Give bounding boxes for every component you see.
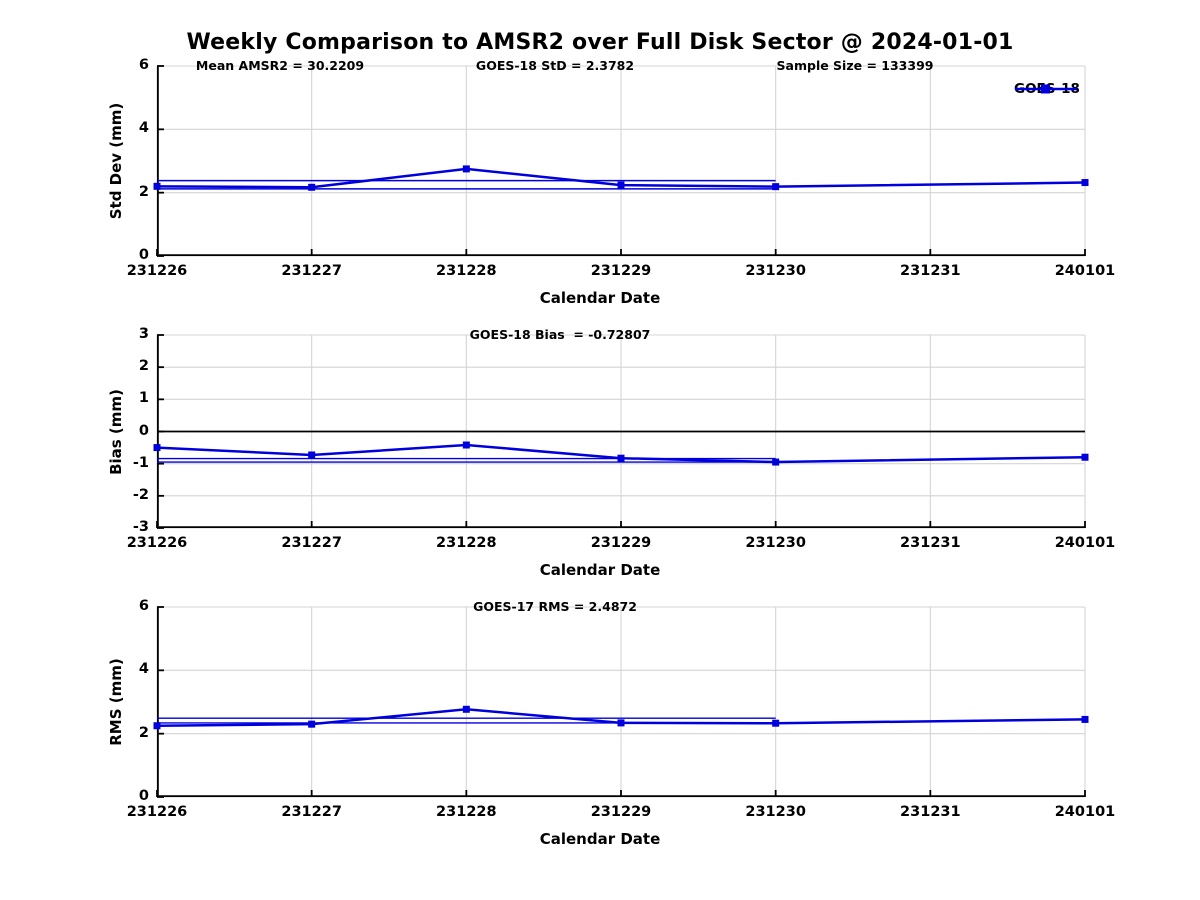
data-point-marker [772,719,780,727]
data-point-marker [308,183,316,191]
x-tick-label: 231231 [900,804,961,820]
x-tick-label: 231229 [590,263,652,279]
y-tick-label: -2 [132,486,149,503]
series-line [156,708,1086,727]
rms-plot-canvas [153,606,1089,798]
plot-annotation: GOES-17 RMS = 2.4872 [473,599,637,614]
y-tick-label: 0 [138,788,149,804]
data-point-marker [772,458,780,466]
plot-annotation: Mean AMSR2 = 30.2209 [195,58,365,73]
x-tick-label: 231230 [745,535,806,551]
data-point-marker [153,444,161,452]
axes [156,606,1086,798]
x-tick-label: 231231 [900,535,961,551]
data-point-marker [617,719,625,727]
bias-plot-canvas [153,334,1089,529]
data-point-marker [462,165,470,173]
x-tick-label: 231226 [126,263,188,279]
data-point-marker [1081,179,1089,187]
x-tick-label: 231228 [436,804,497,820]
data-point-marker [617,181,625,189]
legend-line-sample [1015,84,1077,94]
y-tick-label: 4 [138,661,149,678]
y-tick-label: 4 [138,120,149,137]
y-tick-label: -1 [132,454,149,471]
data-point-marker [617,454,625,462]
y-tick-label: 1 [138,390,149,407]
chart-title: Weekly Comparison to AMSR2 over Full Dis… [186,30,1014,55]
y-tick-label: 3 [138,326,149,342]
y-tick-label: 6 [138,57,149,73]
std-dev-x-axis-label: Calendar Date [539,289,661,307]
x-tick-label: 231230 [745,263,806,279]
x-tick-label: 231228 [436,263,497,279]
gridlines [156,606,1086,798]
x-tick-label: 231227 [281,263,342,279]
x-tick-label: 231231 [900,263,961,279]
x-tick-label: 240101 [1054,804,1116,820]
data-point-marker [308,720,316,728]
legend: GOES-18 [1014,81,1080,97]
std-dev-plot-canvas [153,65,1089,257]
x-tick-label: 231229 [590,804,652,820]
x-tick-label: 231230 [745,804,806,820]
data-point-marker [308,451,316,459]
plot-annotation: GOES-18 StD = 2.3782 [475,58,635,73]
series-line [156,167,1086,189]
x-tick-label: 231227 [281,804,342,820]
y-tick-label: -3 [132,519,149,535]
axes [156,65,1086,257]
y-tick-label: 0 [138,422,149,439]
y-tick-label: 2 [138,183,149,200]
y-tick-label: 2 [138,724,149,741]
y-tick-label: 0 [138,247,149,263]
plot-annotation: GOES-18 Bias = -0.72807 [469,327,651,342]
x-tick-label: 231227 [281,535,342,551]
x-tick-label: 240101 [1054,263,1116,279]
data-point-marker [772,183,780,191]
x-tick-label: 240101 [1054,535,1116,551]
series-line [156,443,1086,464]
data-point-marker [462,441,470,449]
plot-annotation: Sample Size = 133399 [776,58,934,73]
y-tick-label: 6 [138,598,149,614]
x-tick-label: 231228 [436,535,497,551]
bias-x-axis-label: Calendar Date [539,561,661,579]
y-tick-label: 2 [138,358,149,375]
gridlines [156,65,1086,257]
data-point-marker [153,182,161,190]
data-point-marker [1081,715,1089,723]
rms-x-axis-label: Calendar Date [539,830,661,848]
x-tick-label: 231226 [126,535,188,551]
data-point-marker [462,705,470,713]
data-point-marker [153,722,161,730]
x-tick-label: 231229 [590,535,652,551]
x-tick-label: 231226 [126,804,188,820]
data-point-marker [1081,453,1089,461]
